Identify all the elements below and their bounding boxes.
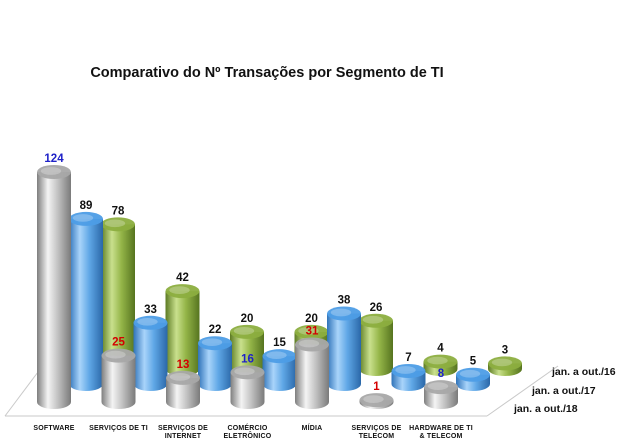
bar-2-1 — [69, 212, 103, 391]
value-label-1-1: 124 — [44, 153, 64, 165]
value-label-2-1: 89 — [80, 200, 93, 212]
value-label-3-3: 20 — [241, 313, 254, 325]
bar-2-6 — [392, 364, 426, 391]
value-label-1-7: 8 — [438, 368, 445, 380]
value-label-3-7: 3 — [502, 344, 508, 356]
category-label-5: MÍDIA — [302, 423, 323, 432]
bar-2-3 — [198, 336, 232, 391]
bar-1-3 — [166, 371, 200, 409]
bars: 78 42 20 20 26 4 3 89 33 22 15 38 7 5 124 25 13 16 31 1 8 — [37, 153, 522, 409]
series-labels: jan. a out./18 jan. a out./17 jan. a out./… — [513, 366, 616, 415]
value-label-3-5: 26 — [370, 302, 383, 314]
bar-1-1 — [37, 165, 71, 409]
floor-edge-left — [5, 368, 41, 416]
category-label-3: SERVIÇOS DE INTERNET — [158, 425, 208, 440]
bar-3-5 — [359, 314, 393, 376]
value-label-3-1: 78 — [112, 205, 125, 217]
value-label-3-6: 4 — [437, 343, 444, 355]
category-labels: SOFTWARE SERVIÇOS DE TI SERVIÇOS DE INTERNE… — [33, 423, 473, 440]
category-label-1: SOFTWARE — [33, 425, 74, 432]
value-label-2-4: 15 — [273, 337, 286, 349]
category-label-4: COMÉRCIO ELETRÔNICO — [224, 423, 272, 440]
value-label-2-7: 5 — [470, 356, 477, 368]
bar-1-4 — [231, 365, 265, 409]
value-label-3-4: 20 — [305, 313, 318, 325]
bar-1-2 — [102, 349, 136, 409]
value-label-1-6: 1 — [373, 381, 380, 393]
bar-1-5 — [295, 338, 329, 410]
bar-3-7 — [488, 356, 522, 376]
chart: Comparativo do Nº Transações por Segment… — [0, 0, 640, 445]
chart-title: Comparativo do Nº Transações por Segment… — [90, 65, 443, 81]
value-label-1-3: 13 — [177, 359, 190, 371]
value-label-1-2: 25 — [112, 337, 125, 349]
bar-1-7 — [424, 380, 458, 409]
bar-2-7 — [456, 368, 490, 391]
value-label-2-5: 38 — [338, 295, 351, 307]
value-label-2-3: 22 — [209, 324, 222, 336]
bar-2-2 — [134, 316, 168, 391]
value-label-3-2: 42 — [176, 272, 189, 284]
value-label-2-6: 7 — [405, 352, 411, 364]
value-label-1-4: 16 — [241, 353, 254, 365]
bar-2-5 — [327, 307, 361, 391]
category-label-2: SERVIÇOS DE TI — [89, 425, 148, 432]
series-label-2: jan. a out./17 — [531, 385, 596, 397]
category-label-6: SERVIÇOS DE TELECOM — [352, 425, 402, 440]
bar-2-4 — [263, 349, 297, 391]
bar-1-6 — [360, 393, 394, 409]
series-label-3: jan. a out./16 — [551, 366, 616, 378]
category-label-7: HARDWARE DE TI & TELECOM — [409, 425, 473, 440]
value-label-1-5: 31 — [306, 326, 319, 338]
value-label-2-2: 33 — [144, 304, 157, 316]
series-label-1: jan. a out./18 — [513, 403, 578, 415]
